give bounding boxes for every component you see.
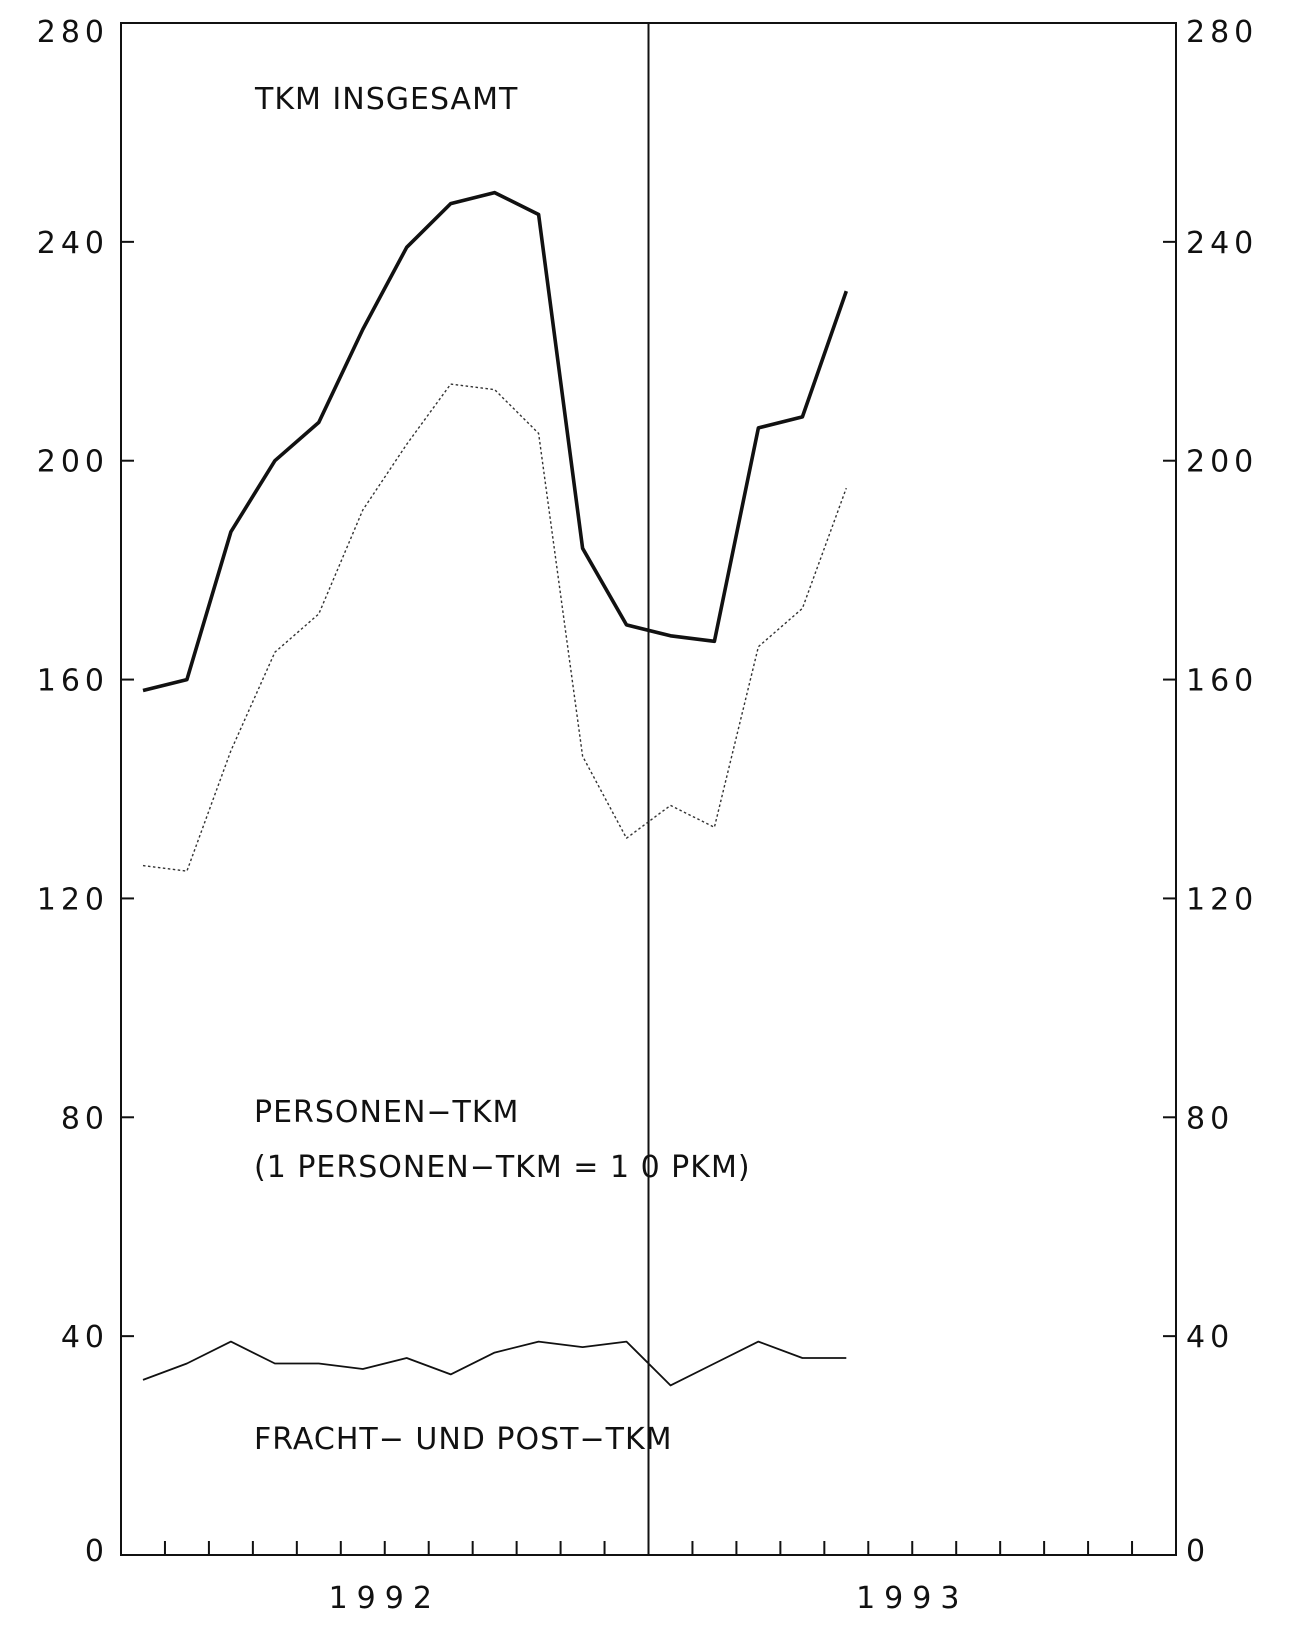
y-tick-label-right: 0: [1186, 1534, 1210, 1569]
y-tick-label-left: 80: [61, 1101, 109, 1136]
annotation-total: TKM INSGESAMT: [254, 82, 518, 117]
x-axis: 1992 1993: [163, 1541, 1134, 1616]
y-axis-right: 0 40 80 120 160 200 240 280: [1163, 15, 1258, 1569]
series-layer: [142, 190, 848, 1387]
x-period-label: 1993: [856, 1581, 968, 1616]
y-tick-label-left: 240: [37, 226, 109, 261]
plot-frame: [120, 22, 1177, 1556]
y-tick-label-left: 200: [37, 445, 109, 480]
y-tick-label-right: 280: [1186, 15, 1258, 50]
series-total-line: [142, 190, 848, 693]
x-period-label: 1992: [329, 1581, 441, 1616]
series-freight-line: [142, 1340, 847, 1387]
y-tick-label-left: 0: [85, 1534, 109, 1569]
y-tick-label-right: 240: [1186, 226, 1258, 261]
y-tick-label-right: 120: [1186, 882, 1258, 917]
annotation-passenger: PERSONEN−TKM: [254, 1095, 519, 1130]
series-passenger-line: [142, 383, 847, 872]
y-tick-label-left: 40: [61, 1320, 109, 1355]
y-axis-left: 0 40 80 120 160 200 240 280: [37, 15, 134, 1569]
y-tick-label-right: 40: [1186, 1320, 1234, 1355]
y-tick-label-left: 120: [37, 882, 109, 917]
annotation-passenger-note: (1 PERSONEN−TKM = 1 0 PKM): [254, 1150, 751, 1185]
y-tick-label-right: 160: [1186, 664, 1258, 699]
y-tick-label-right: 80: [1186, 1101, 1234, 1136]
y-tick-label-left: 280: [37, 15, 109, 50]
annotation-freight: FRACHT− UND POST−TKM: [254, 1422, 673, 1457]
y-tick-label-right: 200: [1186, 445, 1258, 480]
y-tick-label-left: 160: [37, 664, 109, 699]
